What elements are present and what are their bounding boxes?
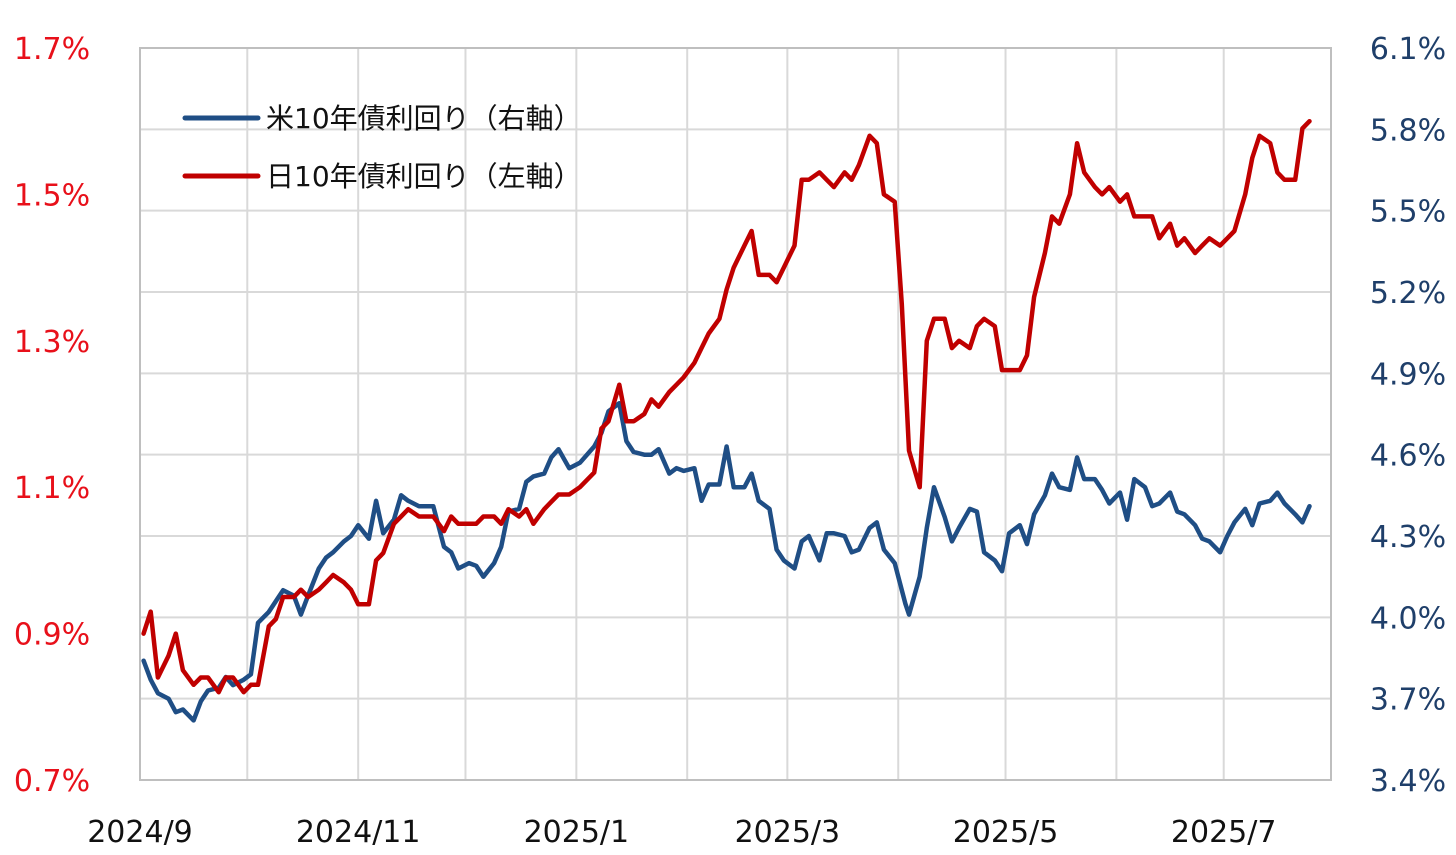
left-axis-tick-labels: 0.7% 0.9% 1.1% 1.3% 1.5% 1.7%: [14, 32, 90, 799]
left-tick-label: 1.3%: [14, 325, 90, 360]
x-tick-label: 2024/9: [87, 815, 193, 850]
series-layer: [141, 118, 1312, 723]
right-tick-label: 4.9%: [1370, 357, 1446, 392]
right-tick-label: 6.1%: [1370, 32, 1446, 67]
x-axis-tick-labels: 2024/9 2024/11 2025/1 2025/3 2025/5 2025/7: [87, 815, 1276, 850]
left-tick-label: 1.1%: [14, 471, 90, 506]
legend-label: 米10年債利回り（右軸）: [266, 102, 582, 135]
right-tick-label: 4.0%: [1370, 601, 1446, 636]
right-tick-label: 3.7%: [1370, 683, 1446, 718]
horizontal-gridlines: [140, 47, 1331, 781]
right-tick-label: 5.8%: [1370, 113, 1446, 148]
plot-area-frame: [139, 47, 1332, 781]
right-tick-label: 4.3%: [1370, 520, 1446, 555]
series-line-us-10y: [141, 400, 1312, 723]
vertical-gridlines: [139, 48, 1225, 780]
x-tick-label: 2025/7: [1171, 815, 1277, 850]
left-tick-label: 0.9%: [14, 618, 90, 653]
left-tick-label: 0.7%: [14, 764, 90, 799]
right-tick-label: 5.5%: [1370, 195, 1446, 230]
legend: 米10年債利回り（右軸） 日10年債利回り（左軸）: [182, 102, 582, 193]
left-tick-label: 1.7%: [14, 32, 90, 67]
x-tick-label: 2025/3: [735, 815, 841, 850]
right-tick-label: 3.4%: [1370, 764, 1446, 799]
right-axis-tick-labels: 3.4% 3.7% 4.0% 4.3% 4.6% 4.9% 5.2% 5.5% 5.8% 6.1%: [1370, 32, 1446, 799]
series-line-japan-10y: [141, 118, 1312, 695]
x-tick-label: 2024/11: [296, 815, 421, 850]
legend-label: 日10年債利回り（左軸）: [266, 160, 582, 193]
x-tick-label: 2025/1: [524, 815, 630, 850]
left-tick-label: 1.5%: [14, 178, 90, 213]
right-tick-label: 5.2%: [1370, 276, 1446, 311]
x-tick-label: 2025/5: [953, 815, 1059, 850]
right-tick-label: 4.6%: [1370, 439, 1446, 474]
